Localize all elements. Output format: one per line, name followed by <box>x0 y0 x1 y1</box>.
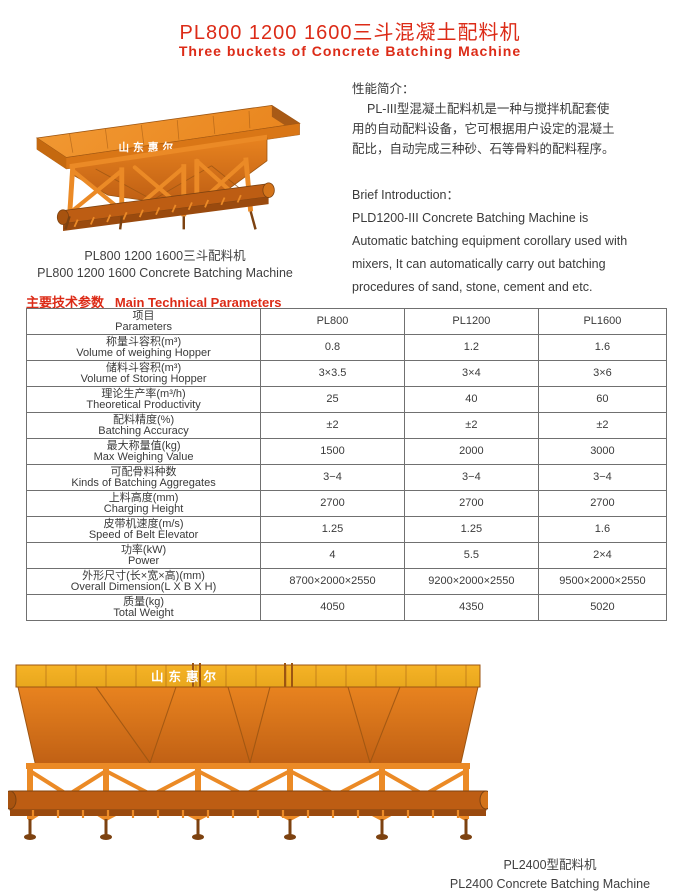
svg-text:山东惠尔: 山东惠尔 <box>151 669 221 684</box>
